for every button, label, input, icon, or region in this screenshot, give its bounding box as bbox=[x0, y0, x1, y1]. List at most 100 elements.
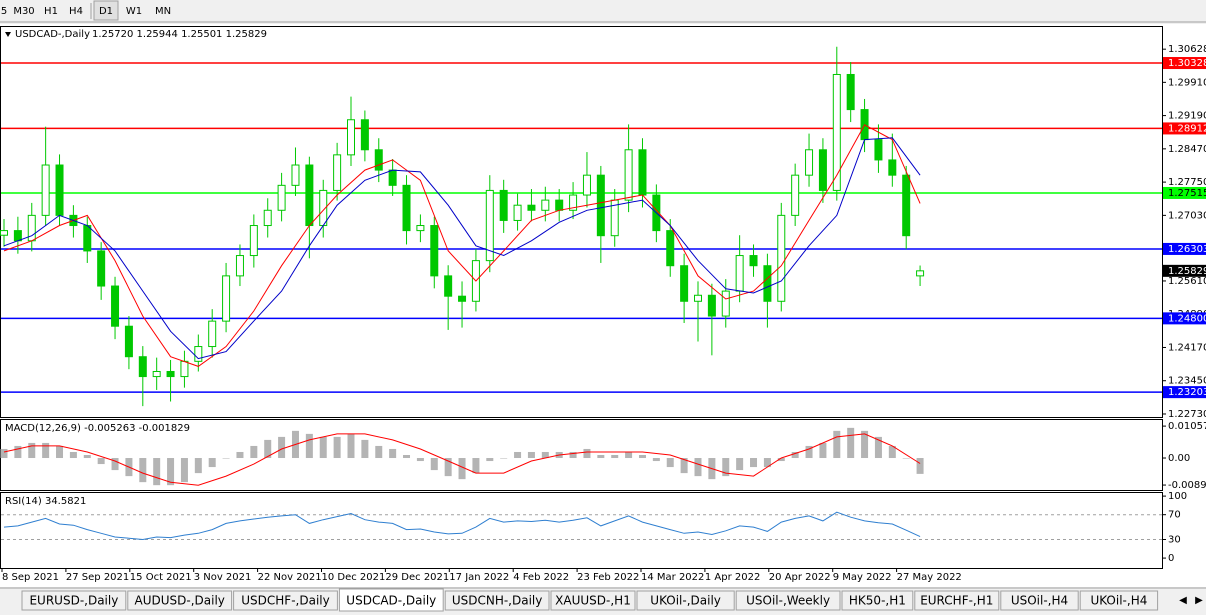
rsi-panel bbox=[0, 492, 1163, 569]
macd-bar bbox=[750, 458, 758, 468]
macd-bar bbox=[819, 442, 827, 459]
level-label-box bbox=[1163, 312, 1206, 325]
candle-body bbox=[388, 169, 397, 186]
tab-label[interactable]: USOil-,Weekly bbox=[746, 594, 830, 608]
y-tick-label: 1.27750 bbox=[1168, 177, 1206, 188]
macd-bar bbox=[83, 455, 91, 459]
tab[interactable] bbox=[233, 590, 338, 611]
tab-label[interactable]: UKOil-,H4 bbox=[1090, 594, 1147, 608]
y-tick-label: 1.29910 bbox=[1168, 77, 1206, 88]
macd-bar bbox=[139, 458, 147, 483]
tab[interactable] bbox=[550, 590, 636, 611]
y-tick-label: 1.27030 bbox=[1168, 210, 1206, 221]
chart-window bbox=[0, 24, 1206, 587]
candle-body bbox=[291, 164, 300, 186]
candle-body bbox=[694, 294, 702, 302]
macd-bar bbox=[736, 458, 744, 471]
candle-body bbox=[596, 174, 605, 237]
tab[interactable] bbox=[127, 590, 233, 611]
tab-label[interactable]: HK50-,H1 bbox=[849, 594, 906, 608]
candle-body bbox=[13, 230, 22, 242]
macd-bar bbox=[777, 458, 785, 462]
y-tick-label: 1.22730 bbox=[1168, 409, 1206, 420]
candle-body bbox=[874, 139, 883, 161]
macd-bar bbox=[236, 451, 244, 459]
level-label: 1.27515 bbox=[1168, 188, 1206, 199]
timeframe-button[interactable]: H1 bbox=[44, 6, 58, 17]
candle-body bbox=[680, 265, 689, 302]
level-label-box bbox=[1163, 186, 1206, 199]
candle-body bbox=[263, 209, 272, 227]
level-label: 1.30328 bbox=[1168, 58, 1206, 69]
level-label: 1.26303 bbox=[1168, 244, 1206, 255]
macd-bar bbox=[722, 458, 730, 477]
tab[interactable] bbox=[841, 590, 914, 611]
tab-scroll-right[interactable]: ▶ bbox=[1195, 595, 1203, 606]
macd-bar bbox=[458, 458, 466, 480]
last-price-label: 1.25829 bbox=[1168, 266, 1206, 277]
candle-body bbox=[888, 159, 897, 176]
candle-body bbox=[138, 356, 147, 378]
tab[interactable] bbox=[636, 590, 735, 611]
timeframe-button[interactable]: D1 bbox=[99, 6, 113, 17]
tab[interactable] bbox=[914, 590, 1000, 611]
timeframe-button[interactable]: MN bbox=[155, 6, 171, 17]
tab-label[interactable]: EURUSD-,Daily bbox=[29, 594, 118, 608]
macd-bar bbox=[0, 448, 8, 459]
level-label-box bbox=[1163, 386, 1206, 399]
tab[interactable] bbox=[21, 590, 127, 611]
macd-bar bbox=[874, 436, 882, 459]
timeframe-button[interactable]: H4 bbox=[69, 6, 83, 17]
candle-body bbox=[111, 285, 120, 327]
tab[interactable] bbox=[1079, 590, 1159, 611]
tab-label[interactable]: UKOil-,Daily bbox=[650, 594, 721, 608]
y-tick-label: 30 bbox=[1168, 534, 1181, 545]
tab-label[interactable]: EURCHF-,H1 bbox=[920, 594, 993, 608]
level-label-box bbox=[1163, 57, 1206, 70]
macd-bar bbox=[638, 455, 646, 459]
timeframe-button[interactable]: M30 bbox=[13, 6, 34, 17]
candle-body bbox=[791, 174, 800, 216]
candle-body bbox=[166, 370, 175, 378]
candle-body bbox=[41, 164, 50, 216]
tab-label[interactable]: AUDUSD-,Daily bbox=[135, 594, 225, 608]
timeframe-button[interactable]: 5 bbox=[1, 6, 7, 17]
macd-bar bbox=[847, 427, 855, 459]
macd-bar bbox=[805, 445, 813, 459]
tab-label[interactable]: USOil-,H4 bbox=[1011, 594, 1068, 608]
tab-scroll-left[interactable]: ◀ bbox=[1179, 595, 1187, 606]
tab[interactable] bbox=[444, 590, 550, 611]
tab-label[interactable]: XAUUSD-,H1 bbox=[555, 594, 631, 608]
candle-body bbox=[347, 119, 355, 156]
candle-body bbox=[749, 255, 758, 267]
candle-body bbox=[333, 154, 342, 191]
moving-average bbox=[3, 137, 921, 360]
x-tick-label: 20 Apr 2022 bbox=[769, 572, 831, 583]
candle-body bbox=[152, 370, 161, 378]
x-tick-label: 10 Dec 2021 bbox=[322, 572, 386, 583]
price-panel bbox=[0, 26, 1163, 418]
tab[interactable] bbox=[1000, 590, 1079, 611]
candle-body bbox=[430, 225, 439, 277]
candle-body bbox=[416, 225, 425, 232]
candle-body bbox=[277, 184, 286, 211]
candle-body bbox=[555, 199, 564, 211]
candle-body bbox=[305, 164, 314, 227]
timeframe-button[interactable]: W1 bbox=[126, 6, 142, 17]
macd-bar bbox=[680, 458, 688, 474]
tab[interactable] bbox=[338, 588, 444, 612]
candle-body bbox=[513, 204, 522, 221]
candle-body bbox=[444, 275, 453, 297]
x-tick-label: 17 Jan 2022 bbox=[449, 572, 509, 583]
candle-body bbox=[805, 149, 814, 176]
tab[interactable] bbox=[735, 590, 841, 611]
candle-body bbox=[235, 255, 244, 277]
tab-label[interactable]: USDCHF-,Daily bbox=[241, 594, 329, 608]
tab-label[interactable]: USDCAD-,Daily bbox=[346, 594, 436, 608]
macd-bar bbox=[597, 455, 605, 459]
tab-label[interactable]: USDCNH-,Daily bbox=[452, 594, 543, 608]
y-tick-label: 0.00 bbox=[1168, 453, 1190, 464]
macd-bar bbox=[264, 439, 272, 459]
candle-body bbox=[707, 294, 716, 317]
